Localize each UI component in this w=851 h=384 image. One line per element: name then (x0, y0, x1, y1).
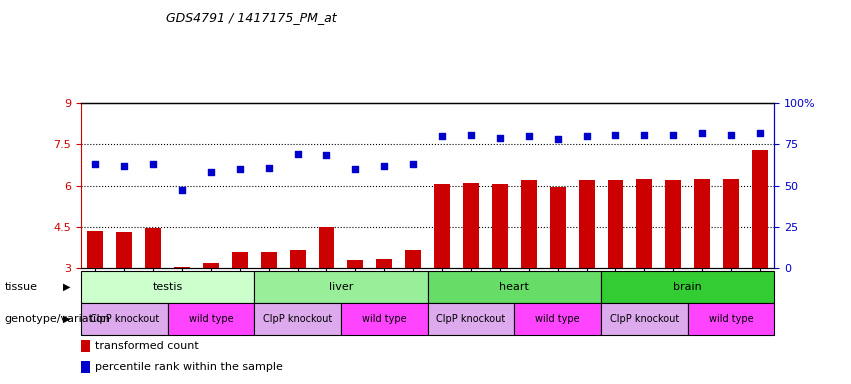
Bar (608, 180, 624, 268)
Text: ▶: ▶ (63, 314, 70, 324)
Bar (752, 150, 768, 268)
Text: ClpP knockout: ClpP knockout (263, 314, 332, 324)
Text: percentile rank within the sample: percentile rank within the sample (94, 362, 283, 372)
Text: ClpP knockout: ClpP knockout (610, 314, 679, 324)
Text: heart: heart (500, 282, 529, 292)
Point (233, 166, 247, 172)
Point (89, 161, 102, 167)
Point (262, 165, 276, 171)
Text: wild type: wild type (709, 314, 753, 324)
Bar (514, 303, 601, 335)
Bar (428, 271, 601, 303)
Bar (88, 231, 103, 268)
Text: tissue: tissue (4, 282, 37, 292)
Bar (117, 232, 132, 268)
Bar (637, 179, 653, 268)
Bar (550, 187, 566, 268)
Bar (318, 227, 334, 268)
Bar (347, 260, 363, 268)
Text: wild type: wild type (189, 314, 233, 324)
Point (493, 134, 506, 141)
Point (551, 136, 564, 142)
Point (435, 133, 448, 139)
Bar (341, 303, 427, 335)
Text: ClpP knockout: ClpP knockout (437, 314, 505, 324)
Point (291, 151, 305, 157)
Text: ▶: ▶ (63, 282, 70, 292)
Point (580, 133, 593, 139)
Bar (231, 252, 248, 268)
Bar (254, 271, 428, 303)
Bar (492, 184, 508, 268)
Bar (81, 303, 168, 335)
Bar (694, 179, 710, 268)
Bar (376, 258, 392, 268)
Bar (579, 180, 595, 268)
Text: brain: brain (673, 282, 702, 292)
Bar (601, 303, 688, 335)
Point (666, 132, 680, 138)
Point (695, 130, 709, 136)
Bar (428, 303, 514, 335)
Bar (81, 271, 254, 303)
Bar (434, 184, 450, 268)
Point (522, 133, 535, 139)
Point (724, 132, 738, 138)
Bar (203, 263, 219, 268)
Point (349, 166, 363, 172)
Point (175, 187, 189, 193)
Point (608, 132, 622, 138)
Bar (254, 303, 341, 335)
Bar (601, 271, 774, 303)
Point (320, 152, 334, 159)
Bar (688, 303, 774, 335)
Point (407, 161, 420, 167)
Point (204, 169, 218, 175)
Bar (463, 183, 479, 268)
Text: wild type: wild type (362, 314, 407, 324)
Point (753, 130, 767, 136)
Text: ClpP knockout: ClpP knockout (89, 314, 159, 324)
Bar (260, 252, 277, 268)
Text: genotype/variation: genotype/variation (4, 314, 111, 324)
Text: testis: testis (152, 282, 183, 292)
Point (464, 132, 477, 138)
Point (117, 163, 131, 169)
Point (146, 161, 160, 167)
Bar (405, 250, 421, 268)
Bar (521, 180, 537, 268)
Point (378, 163, 391, 169)
Bar (81, 361, 89, 373)
Bar (168, 303, 254, 335)
Text: wild type: wild type (535, 314, 580, 324)
Bar (174, 267, 190, 268)
Text: GDS4791 / 1417175_PM_at: GDS4791 / 1417175_PM_at (166, 12, 336, 25)
Bar (146, 228, 161, 268)
Bar (81, 340, 89, 352)
Point (637, 132, 651, 138)
Text: liver: liver (328, 282, 353, 292)
Text: transformed count: transformed count (94, 341, 198, 351)
Bar (665, 180, 681, 268)
Bar (723, 179, 739, 268)
Bar (289, 250, 306, 268)
